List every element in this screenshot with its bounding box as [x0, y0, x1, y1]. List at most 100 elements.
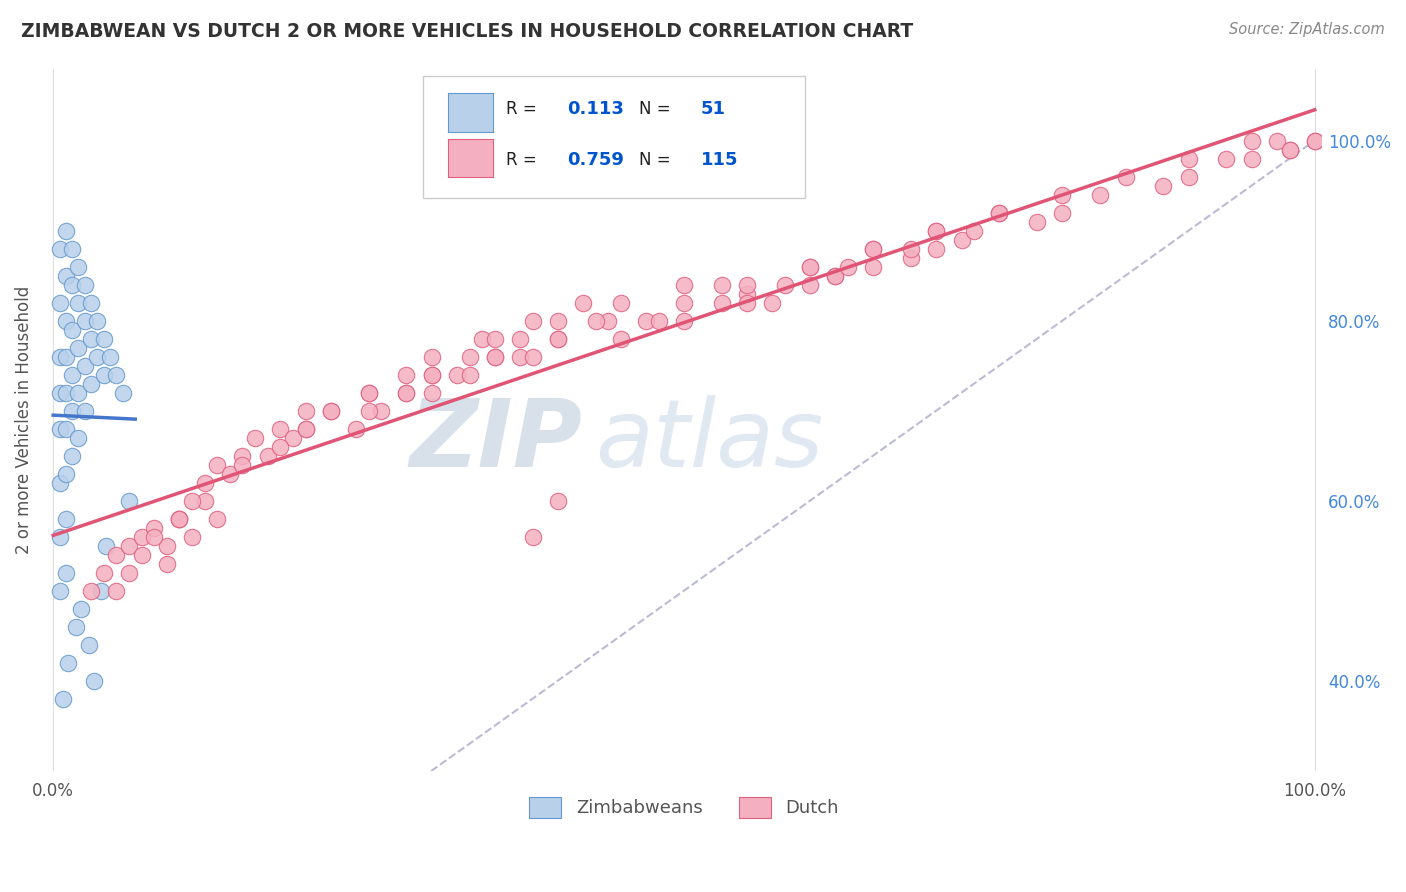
- Point: [522, 313, 544, 327]
- Point: [773, 277, 796, 292]
- Point: [105, 368, 128, 382]
- Point: [80, 583, 103, 598]
- Point: [131, 548, 153, 562]
- Point: [837, 260, 859, 274]
- Point: [86, 313, 108, 327]
- Point: [169, 511, 191, 525]
- Point: [143, 521, 166, 535]
- Point: [67, 295, 90, 310]
- Text: N =: N =: [640, 151, 676, 169]
- Point: [73, 403, 96, 417]
- Point: [48, 475, 70, 490]
- Point: [58, 656, 80, 670]
- Point: [395, 368, 418, 382]
- Point: [522, 530, 544, 544]
- Point: [205, 458, 228, 472]
- Point: [269, 440, 291, 454]
- Point: [988, 205, 1011, 219]
- Point: [484, 350, 506, 364]
- Point: [90, 583, 112, 598]
- Point: [48, 422, 70, 436]
- Point: [344, 422, 367, 436]
- Point: [395, 385, 418, 400]
- Point: [218, 467, 240, 481]
- Point: [672, 295, 695, 310]
- Point: [799, 277, 821, 292]
- Point: [547, 332, 569, 346]
- Point: [547, 493, 569, 508]
- Point: [420, 350, 443, 364]
- Point: [70, 601, 93, 615]
- Point: [1152, 178, 1174, 193]
- Point: [93, 332, 115, 346]
- Text: 0.759: 0.759: [567, 151, 624, 169]
- Point: [484, 350, 506, 364]
- Point: [735, 286, 758, 301]
- Text: 115: 115: [700, 151, 738, 169]
- Point: [294, 403, 316, 417]
- Point: [458, 350, 481, 364]
- Point: [710, 277, 733, 292]
- Point: [357, 403, 380, 417]
- Point: [55, 566, 77, 580]
- Point: [83, 673, 105, 688]
- Point: [294, 422, 316, 436]
- Point: [67, 431, 90, 445]
- Text: Source: ZipAtlas.com: Source: ZipAtlas.com: [1229, 22, 1385, 37]
- FancyBboxPatch shape: [423, 76, 806, 198]
- Point: [547, 332, 569, 346]
- Point: [60, 368, 83, 382]
- Point: [60, 322, 83, 336]
- Y-axis label: 2 or more Vehicles in Household: 2 or more Vehicles in Household: [15, 285, 32, 554]
- Point: [1052, 205, 1074, 219]
- Point: [357, 385, 380, 400]
- Point: [181, 530, 204, 544]
- Point: [420, 368, 443, 382]
- Point: [67, 385, 90, 400]
- Point: [55, 313, 77, 327]
- Point: [547, 313, 569, 327]
- Point: [231, 458, 253, 472]
- Point: [509, 332, 531, 346]
- Text: R =: R =: [506, 151, 541, 169]
- Point: [1090, 187, 1112, 202]
- Point: [1115, 169, 1137, 184]
- Point: [55, 350, 77, 364]
- Point: [900, 251, 922, 265]
- Point: [522, 350, 544, 364]
- Point: [319, 403, 342, 417]
- Point: [48, 242, 70, 256]
- Point: [598, 313, 620, 327]
- Point: [105, 548, 128, 562]
- Point: [1303, 134, 1326, 148]
- Point: [610, 332, 633, 346]
- Point: [900, 242, 922, 256]
- Point: [118, 493, 141, 508]
- Point: [1052, 187, 1074, 202]
- Point: [48, 350, 70, 364]
- Point: [862, 242, 884, 256]
- Point: [963, 223, 986, 237]
- Text: 51: 51: [700, 100, 725, 119]
- Text: R =: R =: [506, 100, 541, 119]
- Point: [672, 313, 695, 327]
- Point: [65, 620, 87, 634]
- Point: [243, 431, 266, 445]
- Point: [55, 511, 77, 525]
- Point: [925, 223, 948, 237]
- Point: [824, 268, 846, 283]
- Point: [55, 223, 77, 237]
- Point: [799, 260, 821, 274]
- Point: [761, 295, 783, 310]
- Point: [395, 385, 418, 400]
- Point: [420, 368, 443, 382]
- Point: [1215, 152, 1237, 166]
- Point: [484, 332, 506, 346]
- Point: [231, 449, 253, 463]
- Point: [60, 242, 83, 256]
- Point: [1177, 152, 1199, 166]
- Point: [60, 277, 83, 292]
- Point: [446, 368, 468, 382]
- Text: ZIMBABWEAN VS DUTCH 2 OR MORE VEHICLES IN HOUSEHOLD CORRELATION CHART: ZIMBABWEAN VS DUTCH 2 OR MORE VEHICLES I…: [21, 22, 914, 41]
- Point: [925, 242, 948, 256]
